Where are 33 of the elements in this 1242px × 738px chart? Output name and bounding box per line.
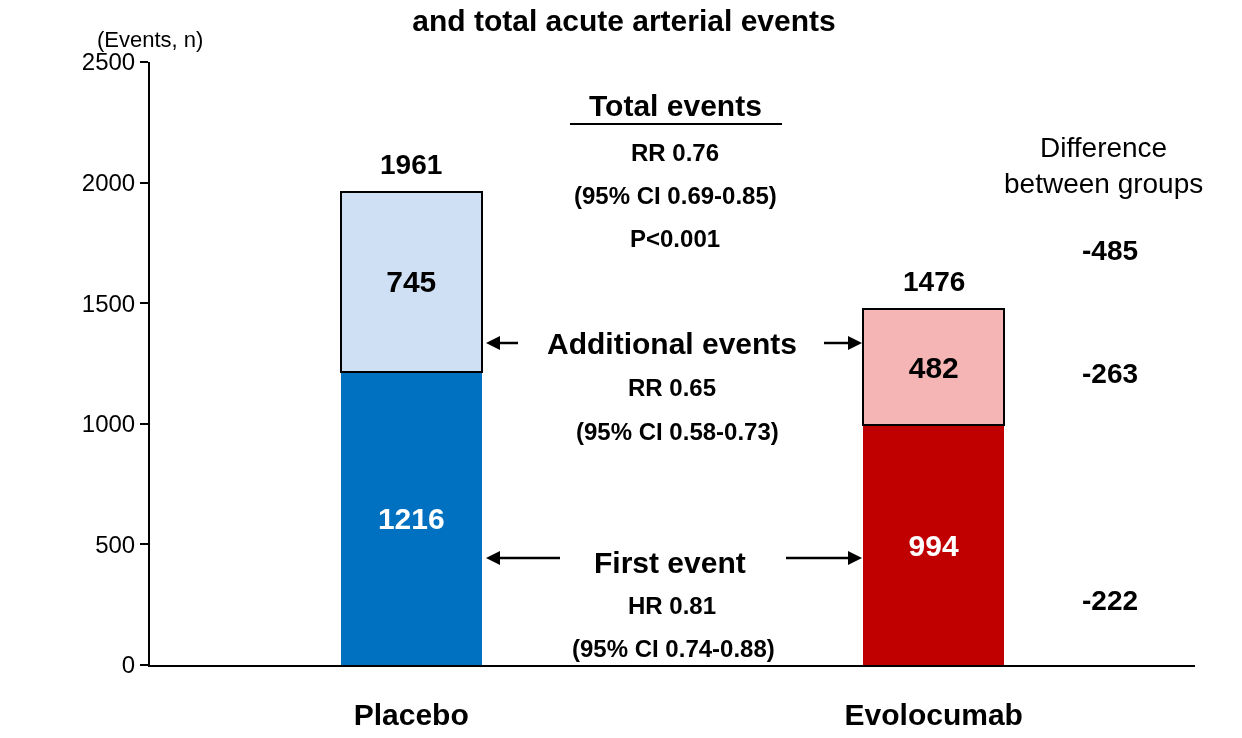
y-axis-title: (Events, n): [97, 27, 204, 52]
x-tick-label: Placebo: [353, 698, 469, 731]
bar: [862, 307, 1006, 427]
data-label: 1216: [377, 501, 445, 535]
annotation: P<0.001: [630, 225, 721, 252]
annotation: (95% CI 0.69-0.85): [574, 182, 777, 209]
annotation: First event: [594, 546, 746, 579]
annotation: (95% CI 0.74-0.88): [572, 635, 775, 662]
annotation: Additional events: [547, 327, 798, 360]
y-tick-label: 0: [121, 651, 136, 679]
bar: [339, 191, 483, 373]
annotation: -485: [1082, 235, 1139, 266]
total-label: 1961: [380, 149, 443, 180]
annotation: Difference between groups: [1004, 132, 1204, 200]
annotation: HR 0.81: [628, 592, 717, 619]
annotation: Total events: [589, 89, 762, 122]
annotation: RR 0.76: [631, 139, 720, 166]
y-tick-label: 2000: [81, 169, 136, 196]
data-label: 745: [386, 265, 437, 299]
y-tick-label: 1000: [81, 410, 136, 438]
annotation: (95% CI 0.58-0.73): [576, 418, 779, 445]
chart-title: and total acute arterial events: [412, 3, 836, 37]
data-label: 994: [908, 528, 959, 562]
bar: [863, 425, 1005, 665]
bar: [340, 371, 482, 665]
annotation: -263: [1082, 358, 1139, 389]
annotation: -222: [1082, 585, 1139, 616]
y-tick-label: 500: [95, 530, 136, 558]
y-tick-label: 1500: [81, 289, 136, 317]
annotation: RR 0.65: [628, 374, 717, 401]
data-label: 482: [908, 350, 959, 384]
total-label: 1476: [903, 266, 966, 297]
x-tick-label: Evolocumab: [844, 698, 1023, 731]
